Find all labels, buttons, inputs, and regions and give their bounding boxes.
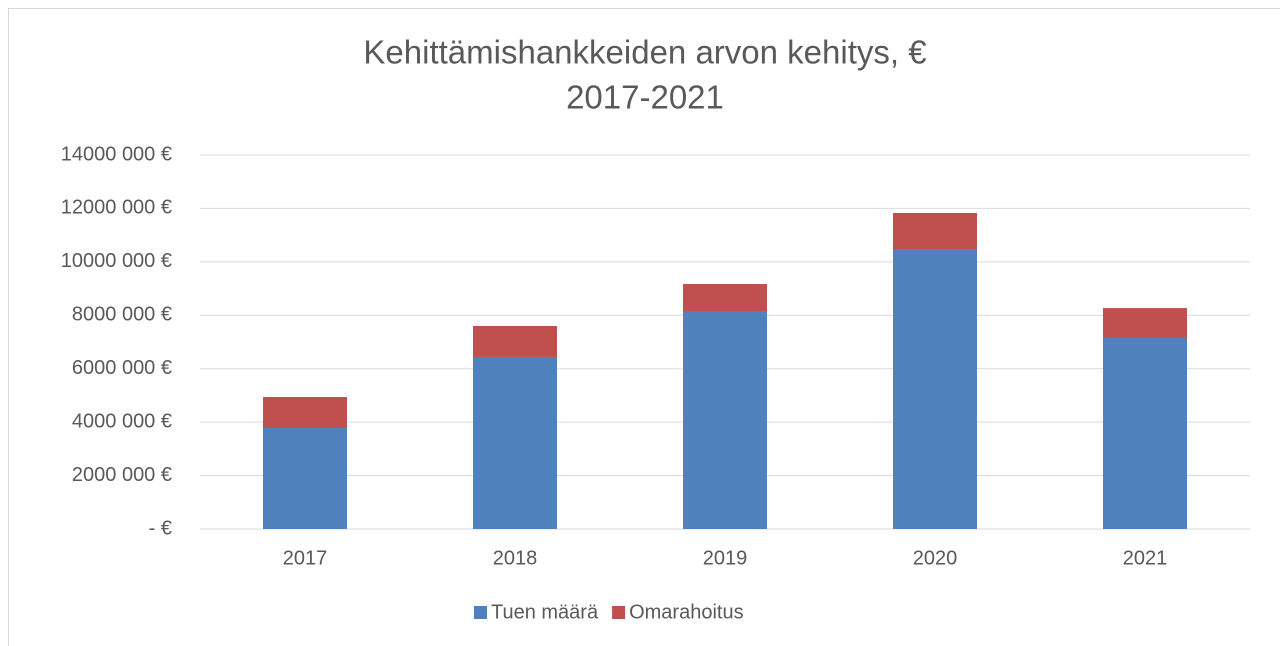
- bar-segment: [263, 397, 347, 429]
- y-tick-label: 2000 000 €: [72, 464, 172, 486]
- y-tick-label: 6000 000 €: [72, 357, 172, 379]
- legend-label: Tuen määrä: [491, 601, 599, 623]
- bar-segment: [893, 249, 977, 529]
- bar-segment: [683, 311, 767, 529]
- y-tick-label: 10000 000 €: [61, 250, 172, 272]
- bar-segment: [473, 325, 557, 357]
- x-tick-label: 2020: [913, 547, 958, 569]
- y-tick-label: - €: [149, 517, 172, 539]
- x-tick-label: 2017: [283, 547, 328, 569]
- chart-title: Kehittämishankkeiden arvon kehitys, €: [363, 34, 926, 71]
- bar-segment: [683, 284, 767, 312]
- chart-title: 2017-2021: [566, 79, 724, 116]
- legend-swatch: [612, 606, 626, 619]
- chart-border: [8, 8, 1280, 646]
- bar-segment: [263, 428, 347, 529]
- x-tick-label: 2018: [493, 547, 538, 569]
- bar-segment: [473, 356, 557, 529]
- y-tick-label: 8000 000 €: [72, 304, 172, 326]
- legend-swatch: [474, 606, 487, 619]
- y-tick-label: 4000 000 €: [72, 410, 172, 432]
- bar-segment: [893, 212, 977, 250]
- x-tick-label: 2019: [703, 547, 748, 569]
- bar-segment: [1103, 337, 1187, 529]
- legend-label: Omarahoitus: [629, 601, 744, 623]
- bar-segment: [1103, 308, 1187, 338]
- x-tick-label: 2021: [1123, 547, 1168, 569]
- y-tick-label: 12000 000 €: [61, 197, 172, 219]
- y-tick-label: 14000 000 €: [61, 143, 172, 165]
